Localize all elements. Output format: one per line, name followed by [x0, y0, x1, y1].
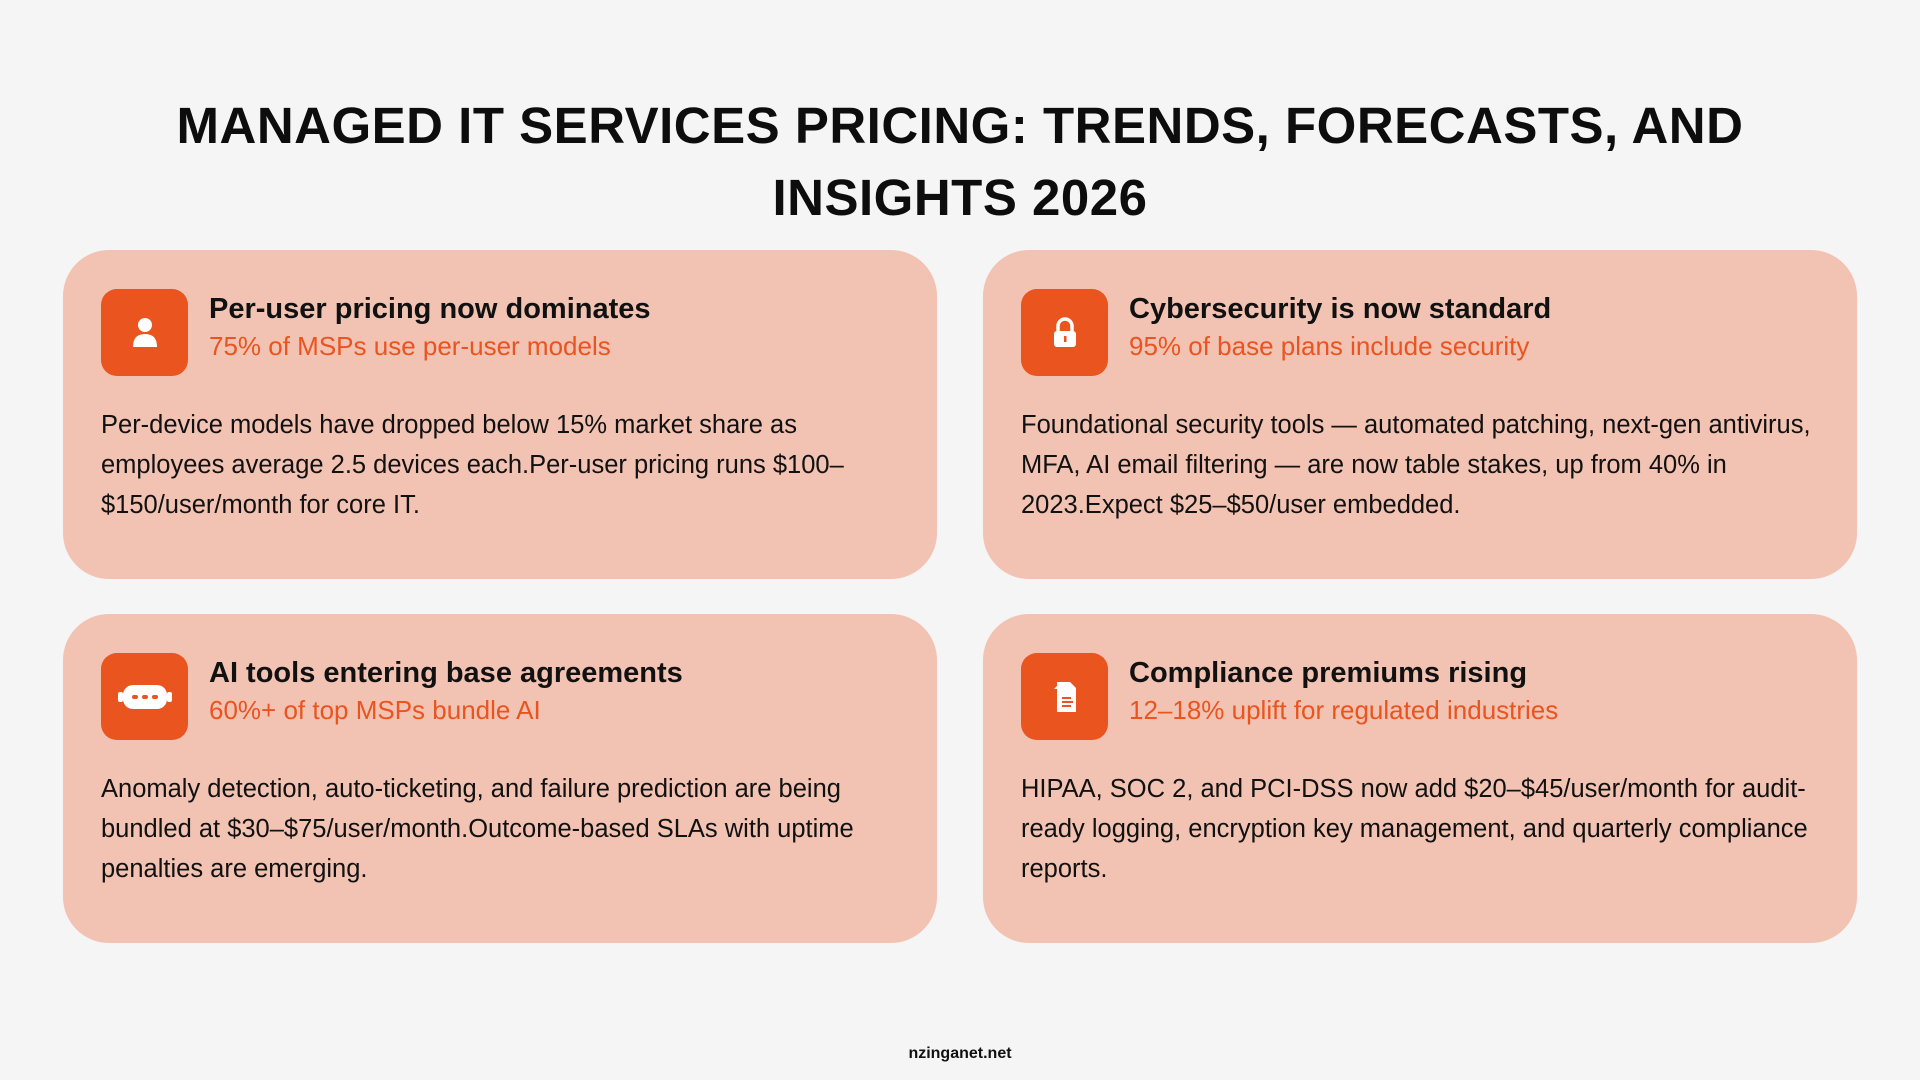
card-body: Foundational security tools — automated … — [1021, 411, 1811, 519]
card-subtitle: 75% of MSPs use per-user models — [209, 331, 611, 361]
robot-icon — [101, 653, 188, 740]
title-line-1: MANAGED IT SERVICES PRICING: TRENDS, FOR… — [176, 97, 1744, 155]
card-title: Cybersecurity is now standard — [1129, 293, 1552, 325]
card-subtitle: 12–18% uplift for regulated industries — [1129, 695, 1559, 725]
card-subtitle: 95% of base plans include security — [1129, 331, 1530, 361]
document-icon — [1021, 653, 1108, 740]
card-title: AI tools entering base agreements — [209, 657, 683, 689]
card-body: Per-device models have dropped below 15%… — [101, 411, 844, 519]
lock-icon — [1021, 289, 1108, 376]
card-title: Per-user pricing now dominates — [209, 293, 651, 325]
card-title: Compliance premiums rising — [1129, 657, 1528, 689]
card-body: HIPAA, SOC 2, and PCI-DSS now add $20–$4… — [1021, 775, 1808, 883]
user-icon — [101, 289, 188, 376]
page-title: MANAGED IT SERVICES PRICING: TRENDS, FOR… — [0, 90, 1920, 234]
card-subtitle: 60%+ of top MSPs bundle AI — [209, 695, 541, 725]
footer-site-name: nzinganet.net — [908, 1045, 1012, 1062]
title-line-2: INSIGHTS 2026 — [772, 169, 1148, 227]
card-cybersecurity: Cybersecurity is now standard 95% of bas… — [983, 250, 1857, 579]
card-per-user-pricing: Per-user pricing now dominates 75% of MS… — [63, 250, 937, 579]
card-ai-tools: AI tools entering base agreements 60%+ o… — [63, 614, 937, 943]
card-body: Anomaly detection, auto-ticketing, and f… — [101, 775, 854, 883]
card-compliance: Compliance premiums rising 12–18% uplift… — [983, 614, 1857, 943]
